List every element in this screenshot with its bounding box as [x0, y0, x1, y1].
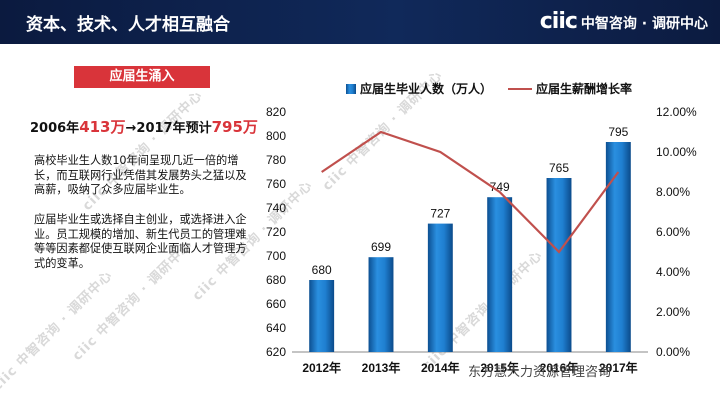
- y-tick-right-label: 10.00%: [656, 145, 697, 159]
- paragraph-growth: 高校毕业生人数10年间呈现几近一倍的增长，而互联网行业凭借其发展势头之猛以及高薪…: [34, 154, 247, 196]
- x-tick-label: 2017年: [599, 360, 638, 375]
- x-tick-label: 2013年: [362, 360, 401, 375]
- header-bar: 资本、技术、人才相互融合 ciic 中智咨询 · 调研中心: [0, 0, 720, 44]
- x-tick-label: 2016年: [540, 360, 579, 375]
- y-tick-left-label: 800: [266, 129, 286, 143]
- y-tick-right-label: 2.00%: [656, 305, 690, 319]
- y-tick-right-label: 12.00%: [656, 105, 697, 119]
- bar: [546, 178, 572, 352]
- bar-value-label: 727: [430, 207, 450, 221]
- legend-bar-label: 应届生毕业人数（万人）: [360, 81, 492, 96]
- y-tick-left-label: 640: [266, 321, 286, 335]
- x-tick-label: 2015年: [480, 360, 519, 375]
- bar: [368, 257, 394, 352]
- y-tick-right-label: 0.00%: [656, 345, 690, 359]
- ciic-logo: ciic 中智咨询 · 调研中心: [540, 9, 708, 34]
- y-tick-left-label: 820: [266, 105, 286, 119]
- y-tick-left-label: 620: [266, 345, 286, 359]
- chart-container: 应届生毕业人数（万人） 应届生薪酬增长率 620 640 660 680 700 720 7…: [250, 76, 720, 404]
- headline-mid: →2017年预计: [125, 121, 212, 136]
- y-tick-right-label: 8.00%: [656, 185, 690, 199]
- chart-legend: 应届生毕业人数（万人） 应届生薪酬增长率: [346, 81, 632, 96]
- headline-value-2006: 413万: [79, 118, 126, 136]
- y-tick-left-label: 700: [266, 249, 286, 263]
- bar: [427, 223, 453, 352]
- bar-value-label: 795: [608, 125, 628, 139]
- page-title: 资本、技术、人才相互融合: [26, 15, 230, 35]
- y-tick-right-label: 4.00%: [656, 265, 690, 279]
- x-tick-label: 2014年: [421, 360, 460, 375]
- y-tick-right-label: 6.00%: [656, 225, 690, 239]
- legend-bar-swatch: [346, 84, 356, 94]
- panel-badge: 应届生涌入: [74, 66, 210, 88]
- y-tick-left-label: 660: [266, 297, 286, 311]
- growth-rate-line: [321, 130, 620, 254]
- logo-text: 中智咨询 · 调研中心: [580, 16, 708, 32]
- headline-pre: 2006年: [30, 121, 80, 136]
- headline-value-2017: 795万: [211, 118, 258, 136]
- y-tick-left-label: 740: [266, 201, 286, 215]
- bar-value-label: 680: [312, 263, 332, 277]
- bar: [309, 280, 335, 352]
- x-tick-label: 2012年: [302, 360, 341, 375]
- y-tick-left-label: 760: [266, 177, 286, 191]
- bar-value-label: 765: [549, 161, 569, 175]
- y-tick-left-label: 720: [266, 225, 286, 239]
- logo-mark: ciic: [539, 9, 578, 34]
- y-tick-left-label: 680: [266, 273, 286, 287]
- info-panel: 应届生涌入 2006年413万→2017年预计795万 高校毕业生人数10年间呈…: [22, 58, 262, 396]
- bar: [605, 142, 631, 352]
- bar-value-label: 699: [371, 240, 391, 254]
- paragraph-management: 应届毕业生或选择自主创业，或选择进入企业。员工规模的增加、新生代员工的管理难等等…: [34, 213, 247, 270]
- bar: [487, 197, 513, 352]
- footer-watermark: 东方慧人力资源管理咨询: [468, 365, 612, 380]
- y-tick-left-label: 780: [266, 153, 286, 167]
- headline: 2006年413万→2017年预计795万: [30, 116, 260, 137]
- bar-value-label: 749: [490, 180, 510, 194]
- combo-chart: 应届生毕业人数（万人） 应届生薪酬增长率 620 640 660 680 700 720 7…: [266, 81, 697, 375]
- legend-line-label: 应届生薪酬增长率: [536, 81, 632, 96]
